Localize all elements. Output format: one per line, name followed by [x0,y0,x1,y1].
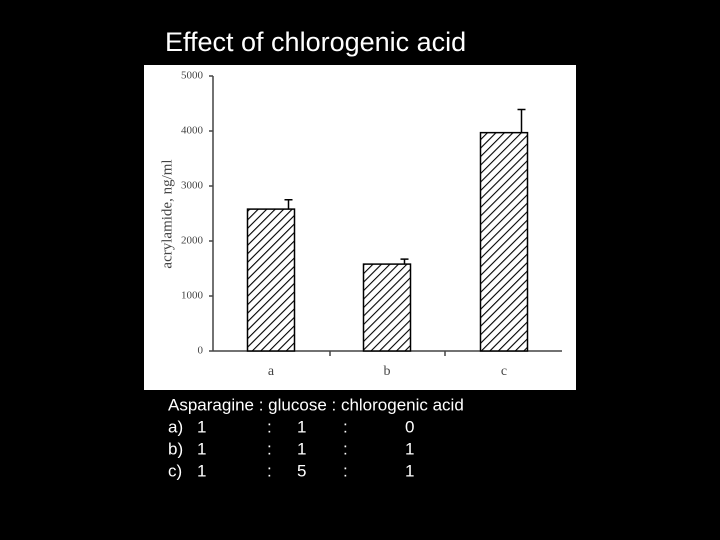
error-bar [284,199,293,210]
error-bar [517,108,526,133]
caption-cell: : [343,461,348,480]
caption-cell: a) [168,417,183,436]
caption-cell: 1 [197,461,206,480]
caption-cell: 1 [297,417,306,436]
caption-cell: 0 [405,417,414,436]
caption-cell: 1 [197,439,206,458]
y-axis-label: acrylamide, ng/ml [159,159,175,268]
caption: Asparagine : glucose : chlorogenic acid … [168,395,464,480]
caption-cell: b) [168,439,183,458]
bar [362,263,412,352]
x-tick-label: c [501,364,507,379]
caption-cell: : [343,417,348,436]
y-tick-label: 2000 [181,235,204,247]
caption-cell: : [343,439,348,458]
y-tick-label: 4000 [181,125,204,137]
caption-cell: 5 [297,461,306,480]
caption-cell: 1 [297,439,306,458]
caption-cell: 1 [405,439,414,458]
caption-cell: : [267,461,272,480]
y-tick-label: 0 [198,345,204,357]
x-tick-label: b [384,364,391,379]
caption-cell: 1 [405,461,414,480]
bar [479,131,529,352]
y-tick-label: 1000 [181,290,204,302]
chart-title: Effect of chlorogenic acid [165,27,466,57]
caption-cell: : [267,439,272,458]
y-tick-label: 5000 [181,70,204,82]
caption-header: Asparagine : glucose : chlorogenic acid [168,395,464,414]
y-tick-label: 3000 [181,180,204,192]
caption-cell: c) [168,461,182,480]
x-tick-label: a [268,364,275,379]
error-bar [400,258,409,265]
caption-cell: : [267,417,272,436]
caption-cell: 1 [197,417,206,436]
bar [246,208,296,352]
